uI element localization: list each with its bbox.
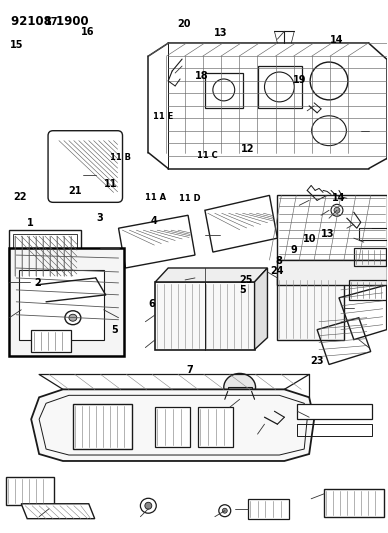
Text: 6: 6 — [148, 298, 155, 309]
Polygon shape — [21, 504, 95, 519]
Bar — [205, 73, 242, 108]
Text: 12: 12 — [241, 144, 255, 154]
Bar — [31, 330, 71, 352]
Text: 14: 14 — [332, 192, 345, 203]
Text: 11 C: 11 C — [197, 151, 218, 160]
Bar — [354, 248, 386, 266]
Bar — [248, 499, 289, 519]
Polygon shape — [277, 264, 357, 278]
Text: 16: 16 — [81, 27, 95, 37]
Bar — [297, 404, 372, 419]
Text: 11 B: 11 B — [110, 154, 131, 163]
Bar — [198, 407, 233, 447]
Text: 21: 21 — [68, 186, 81, 196]
Text: 25: 25 — [239, 274, 253, 285]
Text: 7: 7 — [187, 365, 194, 375]
Bar — [349, 280, 386, 300]
Bar — [258, 66, 302, 108]
Polygon shape — [277, 264, 357, 278]
Bar — [277, 278, 344, 340]
Text: 15: 15 — [10, 40, 24, 50]
Polygon shape — [31, 389, 314, 461]
Ellipse shape — [224, 374, 256, 401]
Text: 10: 10 — [303, 234, 316, 244]
Text: 19: 19 — [293, 75, 307, 85]
Ellipse shape — [69, 314, 77, 321]
Text: 8: 8 — [275, 256, 282, 266]
Ellipse shape — [331, 204, 343, 216]
Ellipse shape — [310, 62, 348, 100]
FancyBboxPatch shape — [48, 131, 123, 203]
Text: 18: 18 — [195, 70, 208, 80]
Text: 11 A: 11 A — [145, 193, 166, 202]
Text: 2: 2 — [35, 278, 42, 288]
Text: 14: 14 — [330, 35, 343, 45]
Bar — [155, 282, 255, 350]
Polygon shape — [255, 268, 267, 350]
Bar — [277, 196, 386, 260]
Ellipse shape — [213, 79, 235, 101]
Ellipse shape — [145, 502, 152, 509]
Bar — [73, 404, 132, 449]
Ellipse shape — [312, 116, 346, 146]
Ellipse shape — [334, 207, 340, 213]
Text: 17: 17 — [45, 17, 58, 27]
Text: 11 E: 11 E — [153, 112, 173, 122]
Text: 1: 1 — [27, 218, 34, 228]
Text: 5: 5 — [239, 285, 246, 295]
Bar — [13, 234, 77, 278]
Bar — [9, 230, 81, 282]
Text: 3: 3 — [96, 213, 103, 223]
Text: 23: 23 — [310, 356, 324, 366]
Bar — [324, 489, 384, 516]
Text: 13: 13 — [321, 229, 335, 239]
Bar — [155, 407, 190, 447]
Text: 11: 11 — [104, 179, 118, 189]
Bar — [228, 387, 251, 405]
Text: 92108 1900: 92108 1900 — [11, 15, 89, 28]
Ellipse shape — [65, 311, 81, 325]
Polygon shape — [155, 268, 267, 282]
Text: 13: 13 — [214, 28, 228, 38]
Ellipse shape — [265, 72, 294, 102]
Ellipse shape — [140, 498, 156, 513]
Text: 9: 9 — [291, 245, 298, 255]
Polygon shape — [277, 260, 386, 285]
Text: 4: 4 — [150, 216, 157, 227]
Bar — [19, 270, 104, 340]
Bar — [9, 248, 123, 356]
Text: 24: 24 — [270, 266, 284, 276]
Bar — [359, 228, 386, 240]
Text: 22: 22 — [13, 191, 27, 201]
Text: 11 D: 11 D — [179, 194, 201, 203]
Text: 5: 5 — [112, 325, 118, 335]
Ellipse shape — [219, 505, 231, 516]
Bar — [297, 424, 372, 436]
Bar — [6, 477, 54, 505]
Text: 20: 20 — [178, 19, 191, 29]
Ellipse shape — [222, 508, 227, 513]
